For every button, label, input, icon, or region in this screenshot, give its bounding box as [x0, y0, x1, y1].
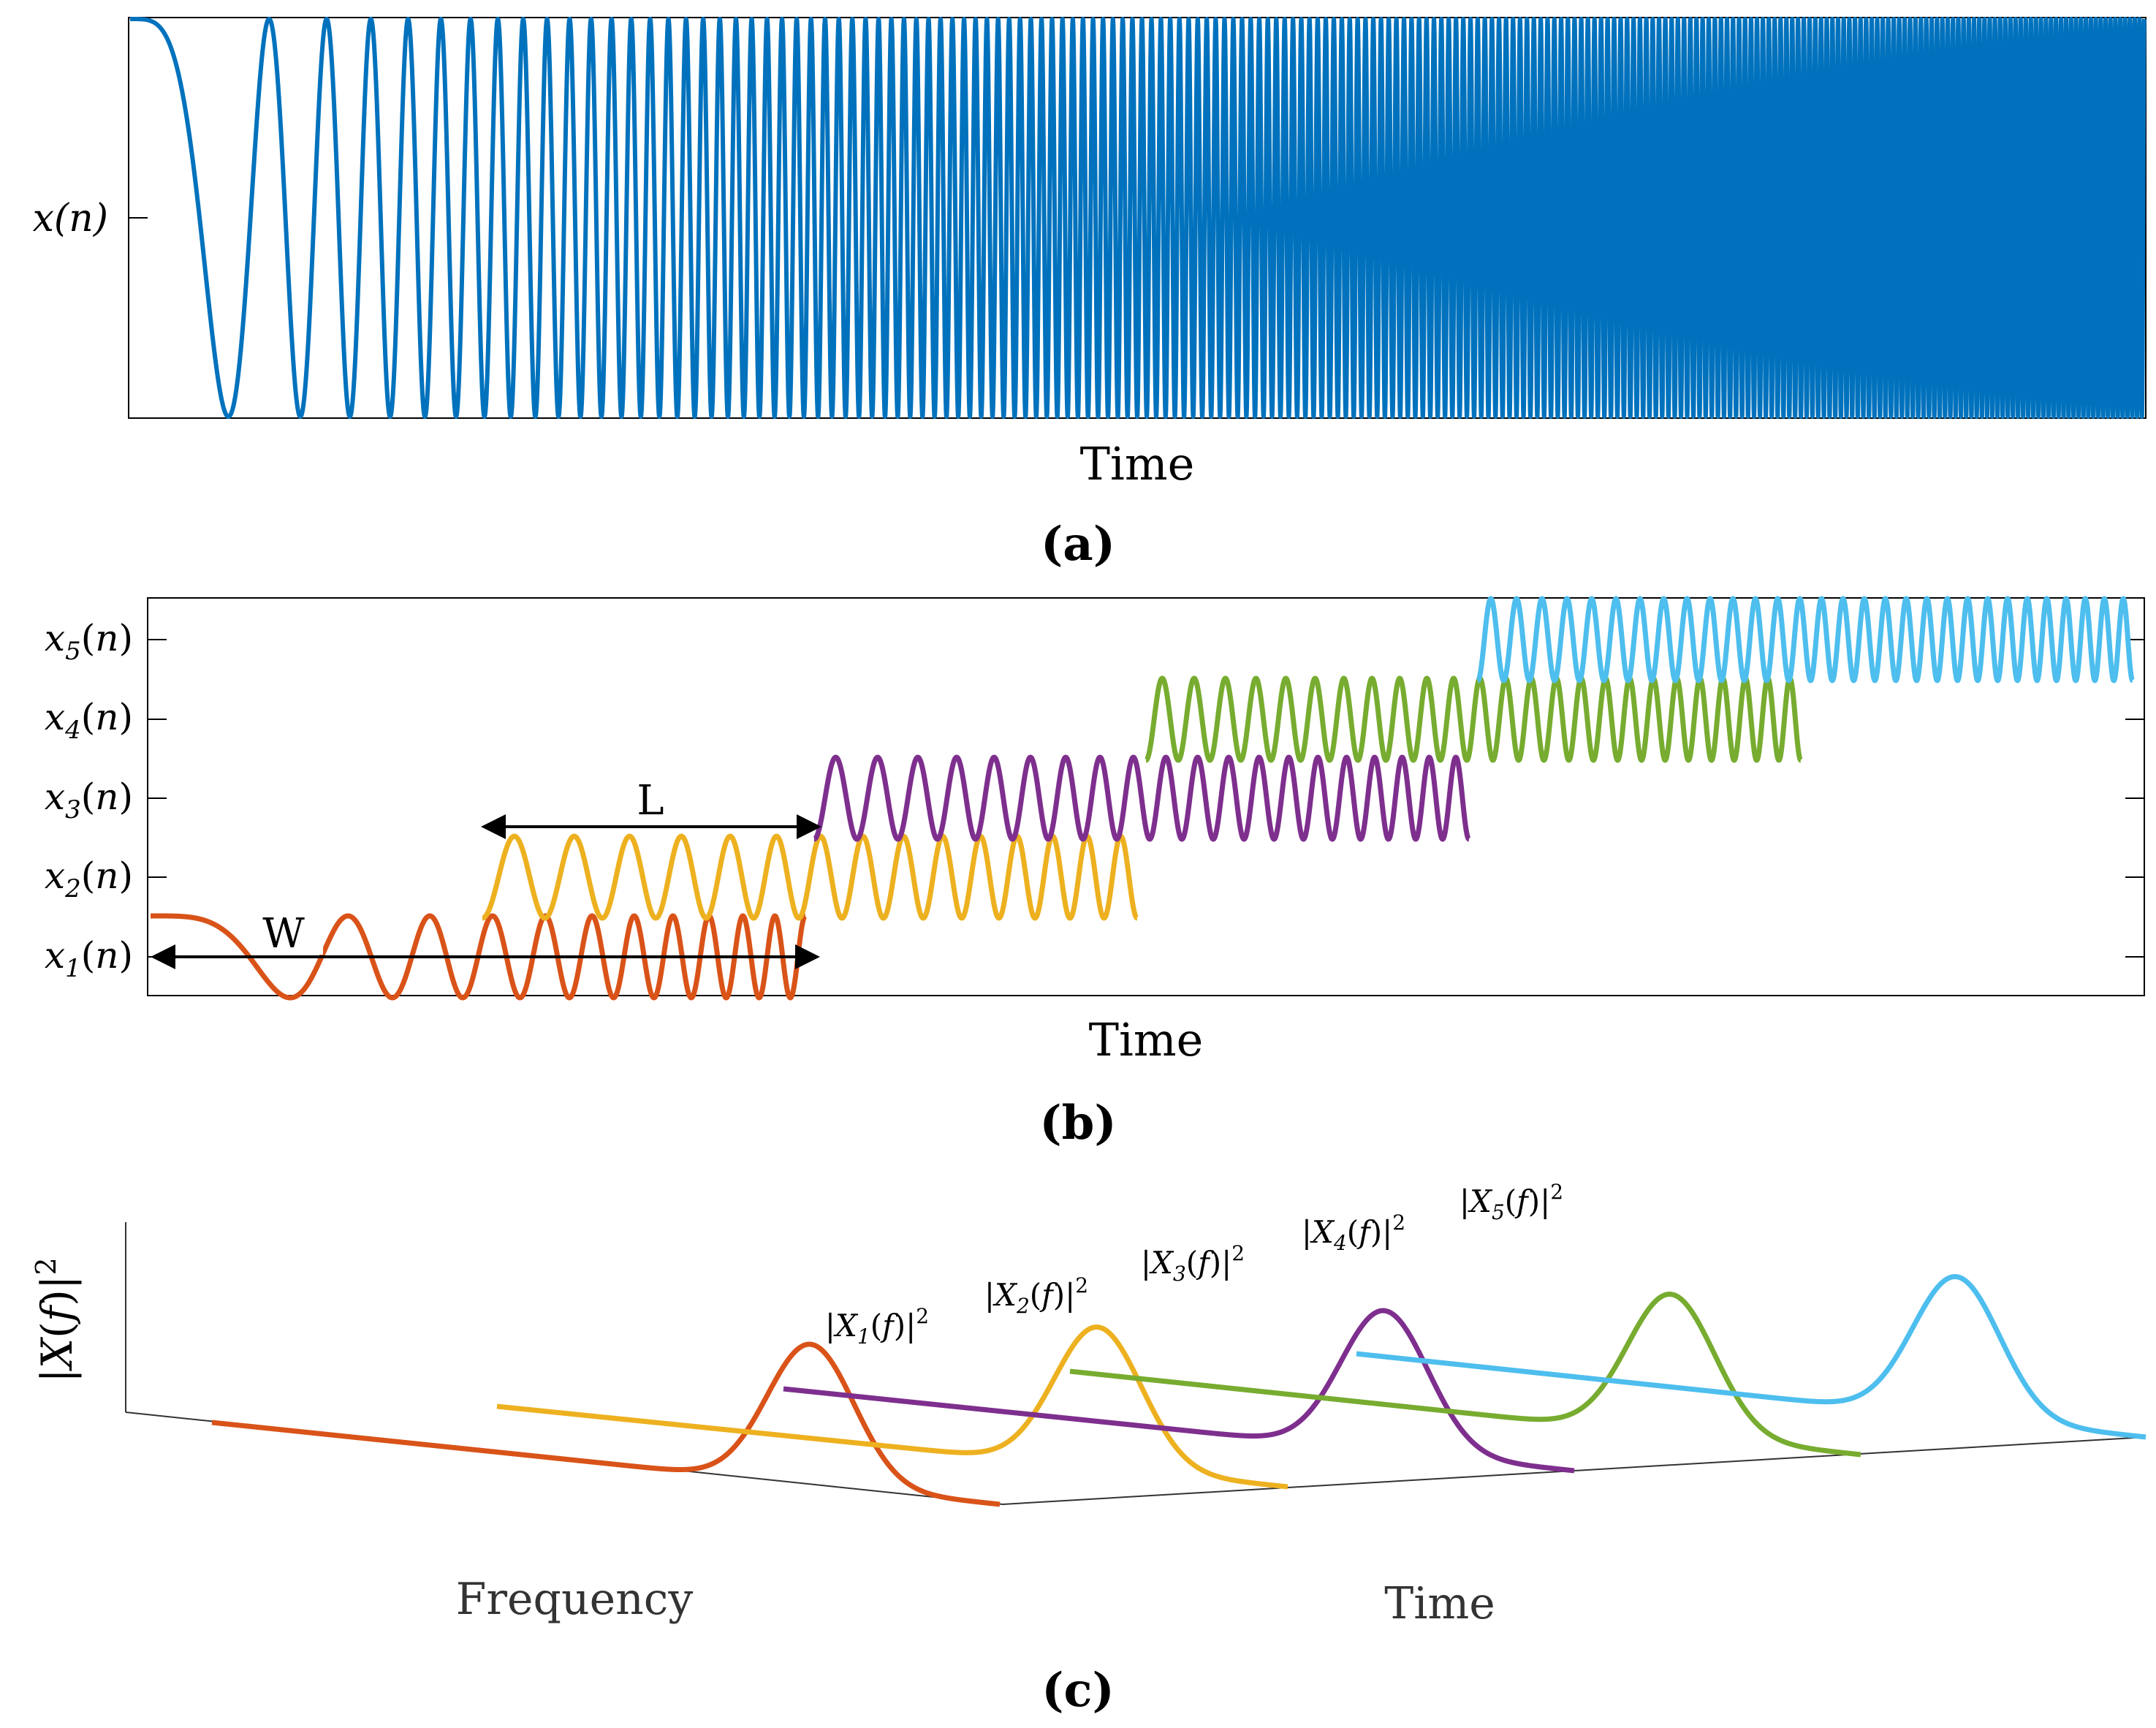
panel-a-ylabel: x(n) [33, 197, 108, 240]
spectrum-5-line [1354, 1274, 2148, 1440]
panel-b-axes-box [147, 597, 2145, 996]
panel-a: x(n) Time (a) [33, 17, 2146, 572]
panel-c: |X1(f)|2 |X2(f)|2 |X3(f)|2 |X4(f)|2 |X5(… [30, 1180, 2148, 1718]
ylabel-x3: x3(n) [45, 776, 133, 825]
panel-c-ylabel: Time [1384, 1578, 1495, 1629]
panel-b-ylabels: x5(n) x4(n) x3(n) x2(n) x1(n) [45, 617, 133, 983]
segment-x5-line [1475, 596, 2136, 683]
panel-c-spectrum-labels: |X1(f)|2 |X2(f)|2 |X3(f)|2 |X4(f)|2 |X5(… [825, 1180, 1563, 1349]
panel-b-signals [148, 596, 2136, 1001]
spectrum-label-4: |X4(f)|2 [1302, 1210, 1405, 1255]
panel-c-caption: (c) [1041, 1663, 1115, 1718]
segment-x4-line [1143, 675, 1804, 763]
panel-a-signal [128, 17, 2146, 419]
spectrum-label-3: |X3(f)|2 [1141, 1241, 1245, 1286]
panel-b-xlabel: Time [1089, 1013, 1204, 1066]
spectrum-label-1: |X1(f)|2 [825, 1304, 929, 1349]
hop-length-arrow: L [481, 777, 821, 839]
spectrum-1-line [210, 1341, 1002, 1507]
chirp-signal-line [128, 17, 2146, 419]
ylabel-x2: x2(n) [45, 854, 133, 903]
window-length-arrow: W [151, 910, 820, 969]
segment-x2-line [479, 833, 1140, 921]
panel-c-3d-axes [125, 1222, 2146, 1505]
ylabel-x1: x1(n) [45, 934, 133, 983]
panel-c-xlabel: Frequency [456, 1574, 694, 1625]
spectrum-label-2: |X2(f)|2 [984, 1273, 1088, 1318]
panel-b-caption: (b) [1039, 1096, 1116, 1151]
panel-a-xlabel: Time [1080, 437, 1195, 490]
spectrum-label-5: |X5(f)|2 [1460, 1180, 1563, 1224]
panel-c-zlabel: |X(f)|2 [30, 1257, 82, 1382]
hop-label: L [637, 777, 664, 825]
ylabel-x4: x4(n) [45, 696, 133, 745]
panel-a-caption: (a) [1041, 517, 1115, 572]
panel-c-spectra [210, 1274, 2148, 1507]
segment-x3-line [811, 754, 1472, 842]
spectrum-3-line [781, 1308, 1576, 1474]
ylabel-x5: x5(n) [45, 617, 133, 666]
spectrum-2-line [495, 1325, 1290, 1490]
spectrum-4-line [1068, 1292, 1863, 1458]
panel-b-yticks [148, 639, 2144, 958]
window-label: W [262, 910, 305, 958]
panel-b: x5(n) x4(n) x3(n) x2(n) x1(n) W L Time (… [45, 596, 2145, 1151]
